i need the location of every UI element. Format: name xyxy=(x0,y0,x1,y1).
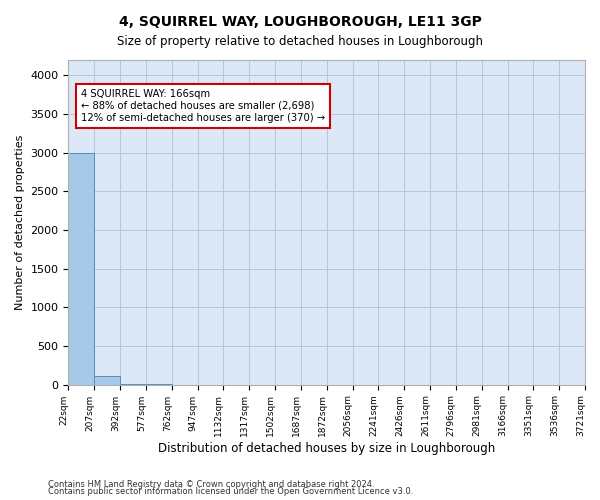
Y-axis label: Number of detached properties: Number of detached properties xyxy=(15,134,25,310)
Text: Size of property relative to detached houses in Loughborough: Size of property relative to detached ho… xyxy=(117,35,483,48)
Text: 4 SQUIRREL WAY: 166sqm
← 88% of detached houses are smaller (2,698)
12% of semi-: 4 SQUIRREL WAY: 166sqm ← 88% of detached… xyxy=(82,90,325,122)
Text: Contains public sector information licensed under the Open Government Licence v3: Contains public sector information licen… xyxy=(48,487,413,496)
Text: Contains HM Land Registry data © Crown copyright and database right 2024.: Contains HM Land Registry data © Crown c… xyxy=(48,480,374,489)
X-axis label: Distribution of detached houses by size in Loughborough: Distribution of detached houses by size … xyxy=(158,442,496,455)
Bar xyxy=(68,152,94,384)
Text: 4, SQUIRREL WAY, LOUGHBOROUGH, LE11 3GP: 4, SQUIRREL WAY, LOUGHBOROUGH, LE11 3GP xyxy=(119,15,481,29)
Bar xyxy=(94,376,120,384)
